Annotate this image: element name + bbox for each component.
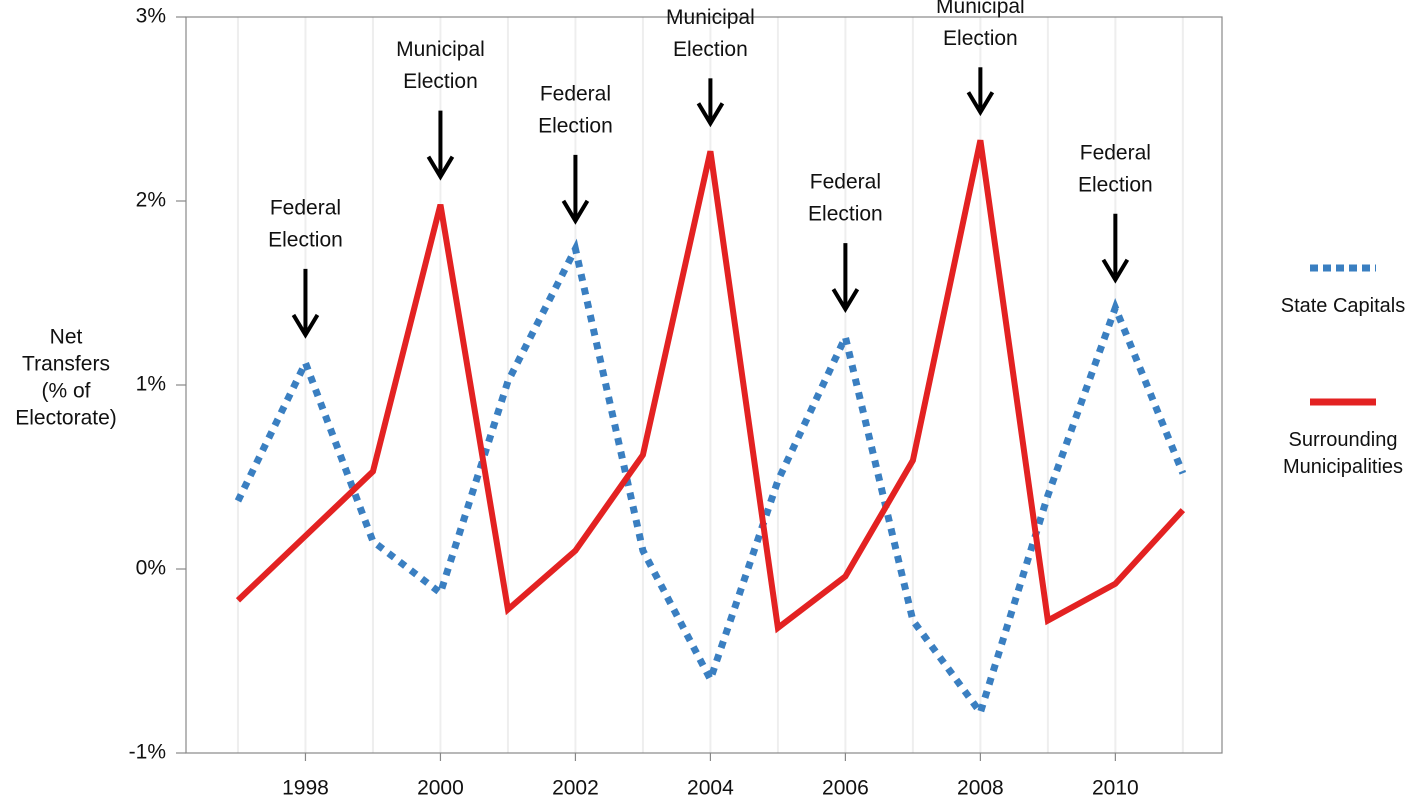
series-line	[235, 139, 1186, 634]
plot-frame	[185, 16, 1223, 754]
x-tick-label: 2000	[417, 777, 464, 800]
legend-label: State Capitals	[1280, 295, 1406, 317]
annotation-arrowhead	[696, 102, 725, 128]
annotation-text: Federal	[1080, 141, 1151, 164]
annotation-text: Municipal	[936, 0, 1025, 18]
annotation-text: Election	[943, 27, 1018, 50]
x-tick-label: 2004	[687, 777, 734, 800]
annotation-arrowhead	[831, 288, 860, 314]
y-tick-label: -1%	[129, 741, 166, 764]
annotation-text: Federal	[540, 82, 611, 105]
annotation-text: Election	[808, 203, 883, 226]
annotation-text: Municipal	[396, 38, 485, 61]
y-tick-label: 0%	[136, 557, 166, 580]
y-axis-label: Net	[50, 326, 83, 349]
x-tick-label: 2010	[1092, 777, 1139, 800]
annotation-text: Election	[403, 70, 478, 93]
annotation-arrowhead	[426, 155, 455, 181]
annotation-text: Election	[538, 114, 613, 137]
annotation-arrowhead	[291, 313, 320, 339]
x-tick-label: 2006	[822, 777, 869, 800]
y-axis-label: Transfers	[22, 353, 110, 376]
y-tick-label: 2%	[136, 189, 166, 212]
y-axis-label: (% of	[41, 380, 90, 403]
annotation-text: Federal	[810, 171, 881, 194]
annotation-text: Election	[673, 38, 748, 61]
annotation-text: Municipal	[666, 6, 755, 29]
y-tick-label: 3%	[136, 5, 166, 28]
legend-label: Surrounding Municipalities	[1282, 429, 1404, 478]
y-axis-label: Electorate)	[15, 407, 117, 430]
annotation-arrowhead	[966, 91, 995, 117]
annotation-arrowhead	[1101, 258, 1130, 284]
x-tick-label: 2002	[552, 777, 599, 800]
x-tick-label: 1998	[282, 777, 329, 800]
annotation-text: Election	[268, 228, 343, 251]
annotation-arrowhead	[561, 199, 590, 225]
x-tick-label: 2008	[957, 777, 1004, 800]
annotation-text: Election	[1078, 173, 1153, 196]
annotation-text: Federal	[270, 196, 341, 219]
y-tick-label: 1%	[136, 373, 166, 396]
